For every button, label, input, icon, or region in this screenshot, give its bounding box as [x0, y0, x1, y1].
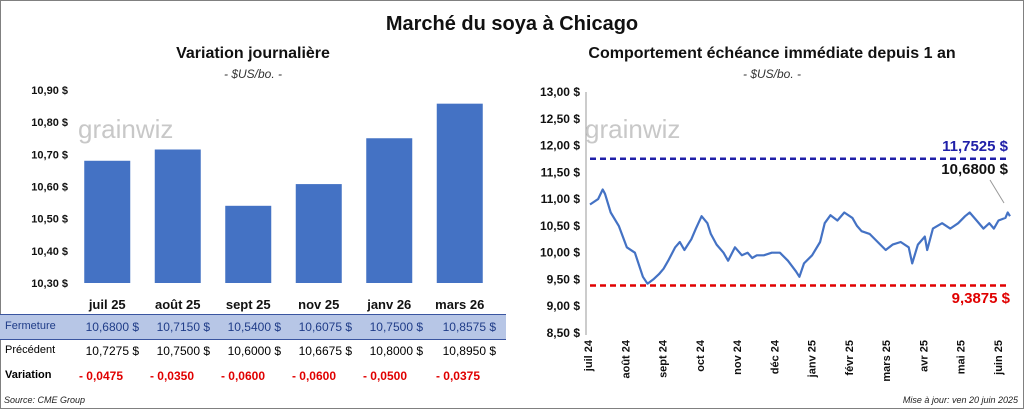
y-tick-label: 10,50 $ — [31, 214, 68, 226]
x-tick-label: avr 25 — [918, 340, 930, 372]
price-line — [589, 188, 1011, 285]
bar-chart: 10,30 $ 10,40 $ 10,50 $ 10,60 $ 10,70 $ 10,80… — [31, 85, 484, 312]
table-cell: 10,6800 $ — [85, 320, 139, 334]
annotation-current: 10,6800 $ — [941, 161, 1008, 178]
bar — [436, 103, 483, 283]
table-cell: - 0,0350 — [149, 369, 194, 383]
y-tick-label: 10,90 $ — [31, 85, 68, 97]
table-cell: - 0,0475 — [78, 369, 123, 383]
table-cell: - 0,0375 — [435, 369, 480, 383]
row-label: Variation — [5, 369, 52, 381]
y-tick-label: 10,60 $ — [31, 182, 68, 194]
table-cell: 10,8000 $ — [369, 344, 423, 358]
x-tick-label: sept 25 — [226, 297, 271, 312]
x-tick-label: nov 24 — [732, 339, 744, 375]
x-tick-label: juin 25 — [993, 340, 1005, 376]
table-cell: 10,7500 $ — [156, 344, 210, 358]
x-tick-label: nov 25 — [298, 297, 339, 312]
x-tick-label: juil 24 — [583, 339, 595, 372]
table-row-previous: Précédent 10,7275 $ 10,7500 $ 10,6000 $ … — [0, 339, 506, 363]
table-row-variation: Variation - 0,0475 - 0,0350 - 0,0600 - 0… — [0, 364, 506, 388]
table-cell: 10,7275 $ — [85, 344, 139, 358]
x-tick-label: oct 24 — [695, 339, 707, 372]
update-note: Mise à jour: ven 20 juin 2025 — [902, 395, 1018, 405]
table-cell: 10,6675 $ — [298, 344, 352, 358]
table-cell: - 0,0500 — [362, 369, 407, 383]
annotation-high: 11,7525 $ — [942, 138, 1009, 155]
row-label: Précédent — [5, 344, 56, 356]
y-tick-label: 10,80 $ — [31, 117, 68, 129]
x-tick-label: août 24 — [620, 339, 632, 378]
y-tick-label: 8,50 $ — [547, 326, 581, 340]
annotation-leader-line — [989, 179, 1005, 204]
y-tick-label: 12,00 $ — [540, 139, 580, 153]
right-chart-subtitle: - $US/bo. - — [742, 67, 802, 81]
y-tick-label: 11,00 $ — [541, 192, 581, 206]
annotation-low: 9,3875 $ — [952, 290, 1011, 307]
y-tick-label: 13,00 $ — [540, 85, 580, 99]
x-tick-label: mars 25 — [881, 340, 893, 382]
table-cell: 10,5400 $ — [227, 320, 281, 334]
page-title: Marché du soya à Chicago — [385, 13, 639, 35]
table-cell: - 0,0600 — [291, 369, 336, 383]
y-tick-label: 10,40 $ — [31, 246, 68, 258]
table-cell: 10,7150 $ — [156, 320, 210, 334]
table-cell: 10,6075 $ — [298, 320, 352, 334]
row-label: Fermeture — [5, 320, 56, 332]
left-chart-title: Variation journalière — [176, 45, 330, 62]
x-tick-label: mai 25 — [956, 340, 968, 374]
y-tick-label: 10,70 $ — [31, 149, 68, 161]
bar — [295, 184, 342, 283]
table-cell: 10,6000 $ — [227, 344, 281, 358]
bar — [366, 138, 413, 283]
bar — [225, 205, 272, 283]
left-chart-subtitle: - $US/bo. - — [223, 67, 283, 81]
watermark-logo: grainwiz — [78, 114, 173, 144]
y-tick-label: 10,30 $ — [31, 278, 68, 290]
y-tick-label: 12,50 $ — [540, 112, 580, 126]
x-tick-label: janv 26 — [366, 297, 411, 312]
y-tick-label: 9,50 $ — [547, 272, 581, 286]
source-note: Source: CME Group — [4, 395, 86, 405]
table-cell: - 0,0600 — [220, 369, 265, 383]
watermark-logo: grainwiz — [585, 114, 680, 144]
x-tick-label: févr 25 — [844, 340, 856, 375]
bar — [154, 149, 201, 283]
bar — [84, 160, 131, 283]
y-tick-label: 9,00 $ — [547, 299, 581, 313]
y-tick-label: 11,50 $ — [541, 165, 581, 179]
table-cell: 10,8950 $ — [442, 344, 496, 358]
x-tick-label: mars 26 — [435, 297, 484, 312]
table-row-close: Fermeture 10,6800 $ 10,7150 $ 10,5400 $ … — [0, 314, 506, 340]
table-cell: 10,7500 $ — [369, 320, 423, 334]
x-tick-label: sept 24 — [658, 339, 670, 378]
right-chart-title: Comportement échéance immédiate depuis 1… — [588, 45, 956, 62]
table-cell: 10,8575 $ — [442, 320, 496, 334]
y-tick-label: 10,00 $ — [540, 246, 580, 260]
x-tick-label: déc 24 — [769, 339, 781, 374]
x-tick-label: août 25 — [155, 297, 201, 312]
x-tick-label: janv 25 — [807, 340, 819, 378]
y-tick-label: 10,50 $ — [540, 219, 580, 233]
x-tick-label: juil 25 — [88, 297, 126, 312]
